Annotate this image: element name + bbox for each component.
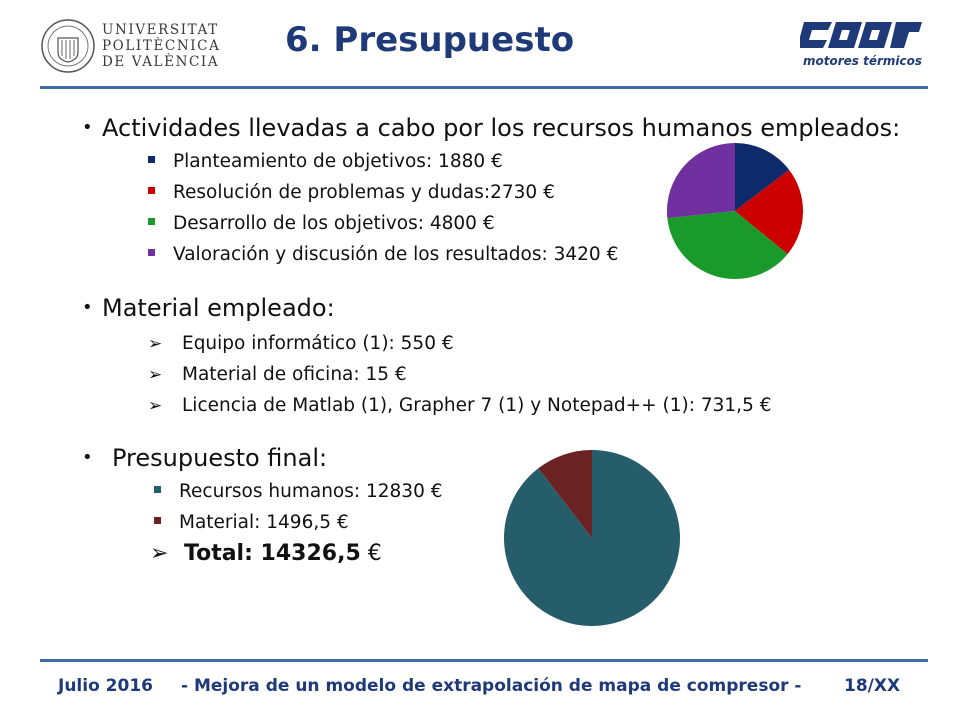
list-item-label: Material de oficina: 15 € <box>182 364 407 385</box>
final-heading-text: Presupuesto final: <box>112 444 328 472</box>
cmt-logo: motores térmicos <box>797 18 925 70</box>
bullet-dot-icon: • <box>82 297 93 318</box>
list-item-label: Material: 1496,5 € <box>179 512 349 533</box>
list-item: Resolución de problemas y dudas:2730 € <box>148 182 555 203</box>
university-name: UNIVERSITAT POLITÈCNICA DE VALÈNCIA <box>102 22 220 70</box>
list-item: ➢ Licencia de Matlab (1), Grapher 7 (1) y… <box>148 395 772 416</box>
list-item-label: Valoración y discusión de los resultados… <box>173 244 619 265</box>
actividades-heading-text: Actividades llevadas a cabo por los recu… <box>102 114 901 142</box>
university-line-3: DE VALÈNCIA <box>102 54 220 70</box>
list-item-label: Licencia de Matlab (1), Grapher 7 (1) y … <box>182 395 772 416</box>
arrow-bullet-icon: ➢ <box>150 541 169 566</box>
pie-slice-planteamiento <box>735 143 790 211</box>
list-item-label: Equipo informático (1): 550 € <box>182 333 454 354</box>
list-item: ➢ Equipo informático (1): 550 € <box>148 333 454 354</box>
list-item: Recursos humanos: 12830 € <box>154 481 443 502</box>
material-heading: • Material empleado: <box>82 294 335 322</box>
square-bullet-icon <box>148 156 155 163</box>
footer-date: Julio 2016 <box>58 676 153 696</box>
list-item: Valoración y discusión de los resultados… <box>148 244 618 265</box>
list-item-label: Planteamiento de objetivos: 1880 € <box>173 151 503 172</box>
list-item-label: Resolución de problemas y dudas:2730 € <box>173 182 555 203</box>
page-title: 6. Presupuesto <box>285 20 575 60</box>
square-bullet-icon <box>148 187 155 194</box>
square-bullet-icon <box>148 249 155 256</box>
university-seal-icon <box>41 19 95 73</box>
total-value: Total: 14326,5 <box>184 541 361 566</box>
header-divider <box>40 86 928 89</box>
material-heading-text: Material empleado: <box>102 294 335 322</box>
list-item-label: Desarrollo de los objetivos: 4800 € <box>173 213 495 234</box>
arrow-bullet-icon: ➢ <box>148 365 163 385</box>
arrow-bullet-icon: ➢ <box>148 396 163 416</box>
square-bullet-icon <box>154 517 161 524</box>
footer-divider <box>40 659 928 662</box>
university-line-1: UNIVERSITAT <box>102 22 219 38</box>
pie-slice-resolucion <box>735 169 803 255</box>
cmt-logo-icon <box>797 22 922 48</box>
footer-subject: - Mejora de un modelo de extrapolación d… <box>181 676 802 696</box>
final-heading: • Presupuesto final: <box>82 444 327 472</box>
list-item: Material: 1496,5 € <box>154 512 349 533</box>
arrow-bullet-icon: ➢ <box>148 334 163 354</box>
upv-logo: UNIVERSITAT POLITÈCNICA DE VALÈNCIA <box>40 18 219 78</box>
final-budget-pie-chart <box>504 450 680 626</box>
footer-page-number: 18/XX <box>844 676 901 696</box>
activities-pie-chart <box>667 143 803 279</box>
bullet-dot-icon: • <box>82 117 93 138</box>
pie-slice-desarrollo <box>667 211 788 279</box>
square-bullet-icon <box>154 486 161 493</box>
pie-slice-valoracion <box>667 143 735 219</box>
total-line: ➢ Total: 14326,5 € <box>150 541 382 566</box>
pie-slice-material <box>538 450 592 538</box>
university-line-2: POLITÈCNICA <box>102 38 221 54</box>
actividades-heading: • Actividades llevadas a cabo por los rec… <box>82 114 900 142</box>
company-caption: motores térmicos <box>802 54 922 68</box>
total-unit: € <box>360 541 382 566</box>
list-item: ➢ Material de oficina: 15 € <box>148 364 407 385</box>
list-item: Desarrollo de los objetivos: 4800 € <box>148 213 495 234</box>
list-item-label: Recursos humanos: 12830 € <box>179 481 443 502</box>
bullet-dot-icon: • <box>82 447 93 468</box>
square-bullet-icon <box>148 218 155 225</box>
list-item: Planteamiento de objetivos: 1880 € <box>148 151 503 172</box>
